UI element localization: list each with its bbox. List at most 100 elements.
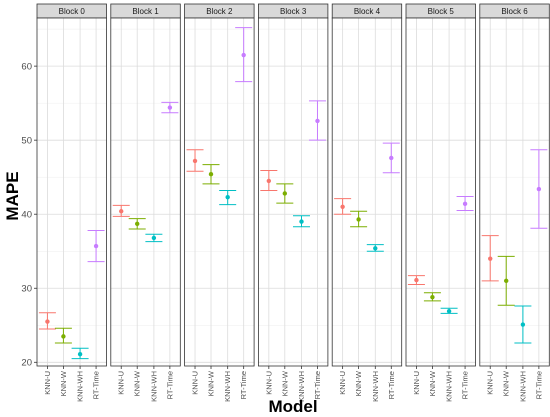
mean-point	[61, 334, 66, 339]
mean-point	[135, 221, 140, 227]
panel-border	[257, 17, 329, 367]
panel-border	[479, 17, 550, 367]
panel-border	[405, 17, 476, 367]
panel-border	[331, 17, 403, 367]
x-tick-label: KNN-WH	[149, 371, 158, 402]
x-tick-label: KNN-U	[43, 371, 52, 395]
x-tick-label: KNN-U	[264, 371, 273, 395]
x-tick-label: KNN-W	[502, 370, 511, 396]
x-tick-label: KNN-WH	[445, 371, 454, 402]
facet-strip-label: Block 3	[280, 7, 307, 16]
facet-strip-label: Block 5	[428, 7, 455, 16]
errorbar-rt-time	[530, 149, 548, 229]
mean-point	[208, 172, 214, 177]
mean-point	[504, 278, 509, 284]
x-tick-label: RT-Time	[239, 371, 248, 399]
y-axis: 20 30 40 50 60	[21, 61, 37, 369]
errorbar-knn-w	[423, 292, 441, 302]
errorbar-rt-time	[308, 100, 326, 141]
panel-background	[332, 18, 402, 366]
errorbar-knn-u	[112, 204, 130, 217]
x-tick-label: RT-Time	[92, 371, 101, 399]
facet-panel-4: Block 4 KNN-U KNN-W KNN-WH RT-Time	[331, 3, 403, 402]
x-tick-label: KNN-U	[191, 371, 200, 395]
panel-background	[258, 18, 328, 366]
mean-point	[520, 322, 526, 327]
panel-background	[110, 18, 181, 366]
mean-point	[373, 246, 378, 251]
y-tick-label: 20	[21, 358, 32, 369]
x-tick-label: KNN-U	[117, 371, 126, 395]
errorbar-knn-wh	[71, 347, 89, 360]
errorbar-knn-w	[497, 255, 515, 306]
facet-panel-2: Block 2 KNN-U KNN-W KNN-WH RT-Time	[184, 3, 255, 402]
x-tick-label: KNN-W	[354, 370, 363, 396]
panel-border	[36, 17, 107, 367]
x-tick-label: KNN-U	[338, 371, 347, 395]
x-tick-label: KNN-WH	[76, 371, 85, 402]
errorbar-knn-u	[334, 198, 352, 215]
errorbar-knn-wh	[440, 307, 458, 314]
mean-point	[488, 256, 493, 261]
mean-point	[119, 209, 124, 214]
mean-point	[430, 294, 435, 300]
mean-point	[340, 204, 345, 210]
x-tick-label: RT-Time	[313, 371, 322, 399]
mean-point	[356, 217, 361, 222]
errorbar-knn-u	[407, 275, 425, 286]
facet-strip-label: Block 2	[206, 7, 233, 16]
mean-point	[192, 158, 198, 164]
mean-point	[77, 351, 83, 357]
mean-point	[315, 118, 320, 124]
mean-point	[282, 191, 288, 196]
errorbar-knn-w	[350, 210, 368, 228]
facet-panel-3: Block 3 KNN-U KNN-W KNN-WH RT-Time	[257, 3, 329, 402]
errorbar-knn-wh	[219, 190, 237, 206]
errorbar-knn-wh	[514, 305, 532, 344]
errorbar-rt-time	[87, 230, 105, 263]
errorbar-knn-w	[276, 183, 294, 204]
x-tick-label: KNN-W	[59, 370, 68, 396]
mean-point	[389, 155, 394, 161]
mean-point	[241, 52, 246, 58]
x-tick-label: KNN-W	[280, 370, 289, 396]
mean-point	[414, 277, 419, 283]
facet-panel-1: Block 1 KNN-U KNN-W KNN-WH RT-Time	[110, 3, 181, 402]
errorbar-rt-time	[235, 27, 253, 83]
facet-strip-label: Block 0	[59, 7, 86, 16]
mean-point	[536, 186, 542, 192]
errorbar-knn-wh	[366, 244, 384, 252]
mean-point	[446, 309, 452, 314]
x-tick-label: KNN-U	[486, 371, 495, 395]
mean-point	[167, 105, 173, 110]
errorbar-knn-w	[128, 218, 146, 230]
mean-point	[45, 319, 50, 324]
x-tick-label: KNN-W	[428, 370, 437, 396]
errorbar-rt-time	[161, 101, 179, 114]
errorbar-knn-w	[202, 164, 220, 185]
y-tick-label: 50	[21, 135, 32, 146]
mean-point	[225, 194, 230, 200]
y-tick-label: 40	[21, 210, 32, 221]
errorbar-rt-time	[382, 142, 400, 174]
mean-point	[462, 201, 468, 207]
errorbar-rt-time	[456, 195, 474, 212]
panel-background	[479, 18, 550, 366]
facet-panels: Block 0 KNN-U KNN-W KNN-WH RT-Time Block 1 KNN…	[36, 3, 550, 402]
errorbar-knn-u	[260, 170, 278, 192]
x-tick-label: KNN-U	[412, 371, 421, 395]
errorbar-knn-u	[481, 235, 499, 282]
y-tick-label: 60	[21, 61, 32, 72]
mean-point	[151, 235, 157, 241]
x-tick-label: KNN-WH	[297, 371, 306, 402]
errorbar-knn-w	[54, 327, 72, 344]
x-tick-label: KNN-WH	[518, 371, 527, 402]
errorbar-knn-u	[186, 149, 204, 172]
facet-panel-0: Block 0 KNN-U KNN-W KNN-WH RT-Time	[36, 3, 107, 402]
panel-background	[184, 18, 255, 366]
errorbar-knn-wh	[292, 215, 310, 228]
y-tick-label: 30	[21, 284, 32, 295]
facet-strip-label: Block 1	[132, 7, 159, 16]
x-tick-label: KNN-W	[133, 370, 142, 396]
